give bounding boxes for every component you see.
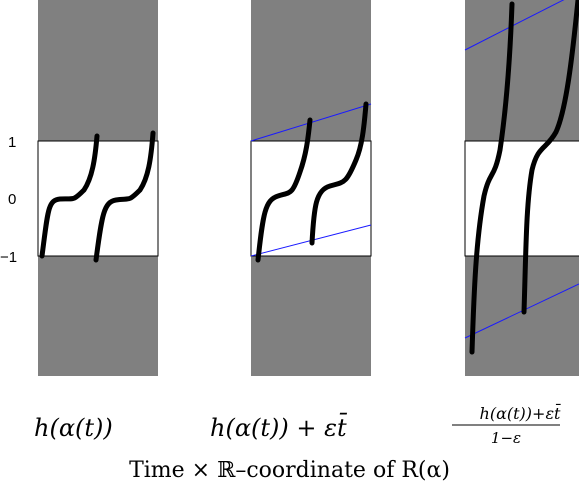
panel-1-caption: h(α(t)): [34, 414, 113, 442]
panel-1-curve-a: [39, 133, 100, 259]
panel-1-curve-b: [93, 130, 156, 263]
panel-3-curve-b: [521, 0, 579, 315]
y-tick-1: 1: [8, 134, 16, 151]
panel-2-curve-a: [255, 117, 313, 263]
panel-2-curve-b: [309, 101, 369, 246]
panel-3-curve-a: [469, 1, 515, 355]
y-tick-0: 0: [8, 191, 16, 208]
figure-title: Time × ℝ–coordinate of R(α): [129, 458, 450, 483]
panel-3-caption-numerator: h(α(t))+εt̄: [480, 402, 562, 423]
panel-2-caption: h(α(t)) + εt̄: [210, 413, 348, 442]
y-tick-neg1: −1: [0, 249, 17, 266]
panel-3-upper-line: [464, 0, 565, 51]
panel-3-caption-denominator: 1−ε: [491, 429, 521, 447]
